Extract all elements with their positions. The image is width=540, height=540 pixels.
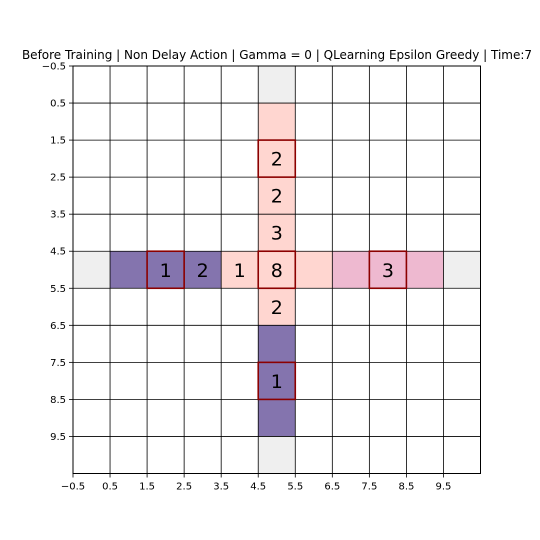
grid-cell [332,251,370,289]
highlighted-cell-border [368,250,408,290]
highlighted-cell-border [146,250,185,290]
grid-cell [258,140,296,178]
grid-cell [258,325,296,363]
y-tick-label: 5.5 [50,284,66,295]
y-tick-label: 4.5 [50,247,66,258]
x-tick-label: 8.5 [398,482,414,493]
cell-count-label: 2 [271,149,283,171]
cell-count-label: 1 [234,260,246,282]
x-tick-label: 6.5 [324,482,340,493]
grid-cell [369,251,407,289]
x-tick-label: 0.5 [102,482,118,493]
highlighted-cell-border [257,361,297,401]
y-tick-label: 8.5 [50,395,66,406]
y-axis-ticks: −0.5 0.5 1.5 2.5 3.5 4.5 5.5 6.5 7.5 8.5 9.5 [42,62,73,443]
grid-cell [258,399,296,437]
grid-cell [443,251,481,289]
x-tick-label: 2.5 [176,482,192,493]
y-tick-label: 9.5 [50,432,66,443]
axes-frame [72,65,481,474]
grid-cell [258,288,296,326]
x-axis-ticks: −0.5 0.5 1.5 2.5 3.5 4.5 5.5 6.5 7.5 8.5 9.5 [61,473,452,493]
cell-labels-layer: 2 2 3 1 2 1 8 3 2 1 [160,149,394,393]
y-tick-label: 7.5 [50,358,66,369]
grid-cell [295,251,333,289]
chart-title: Before Training | Non Delay Action | Gam… [22,48,532,62]
grid-cell [110,251,148,289]
grid-cell [258,103,296,141]
grid-cell [184,251,222,289]
x-tick-label: 7.5 [361,482,377,493]
highlight-layer [146,139,408,401]
grid-cell [258,214,296,252]
x-tick-label: 4.5 [250,482,266,493]
grid-cell [258,177,296,215]
cell-count-label: 2 [271,297,283,319]
cells-layer [73,66,481,474]
cell-count-label: 1 [160,260,172,282]
highlighted-cell-border [257,250,297,290]
grid-cell [73,251,111,289]
y-tick-label: 1.5 [50,136,66,147]
cell-count-label: 3 [382,260,394,282]
grid-cell [147,251,185,289]
grid-cell [258,436,296,474]
y-tick-label: 3.5 [50,210,66,221]
x-tick-label: −0.5 [61,482,85,493]
cell-count-label: 2 [197,260,209,282]
grid-cell [258,362,296,400]
x-tick-label: 9.5 [436,482,452,493]
cell-count-label: 2 [271,186,283,208]
y-tick-label: 2.5 [50,173,66,184]
y-tick-label: 0.5 [50,99,66,110]
x-tick-label: 1.5 [139,482,155,493]
grid-cell [221,251,259,289]
grid-cell [258,66,296,104]
x-tick-label: 3.5 [213,482,229,493]
cell-count-label: 8 [271,260,283,282]
grid-cell [258,251,296,289]
y-tick-label: 6.5 [50,321,66,332]
cell-count-label: 1 [271,371,283,393]
grid-cell [406,251,444,289]
cell-count-label: 3 [271,223,283,245]
y-tick-label: −0.5 [42,62,66,73]
highlighted-cell-border [257,139,297,178]
x-tick-label: 5.5 [287,482,303,493]
